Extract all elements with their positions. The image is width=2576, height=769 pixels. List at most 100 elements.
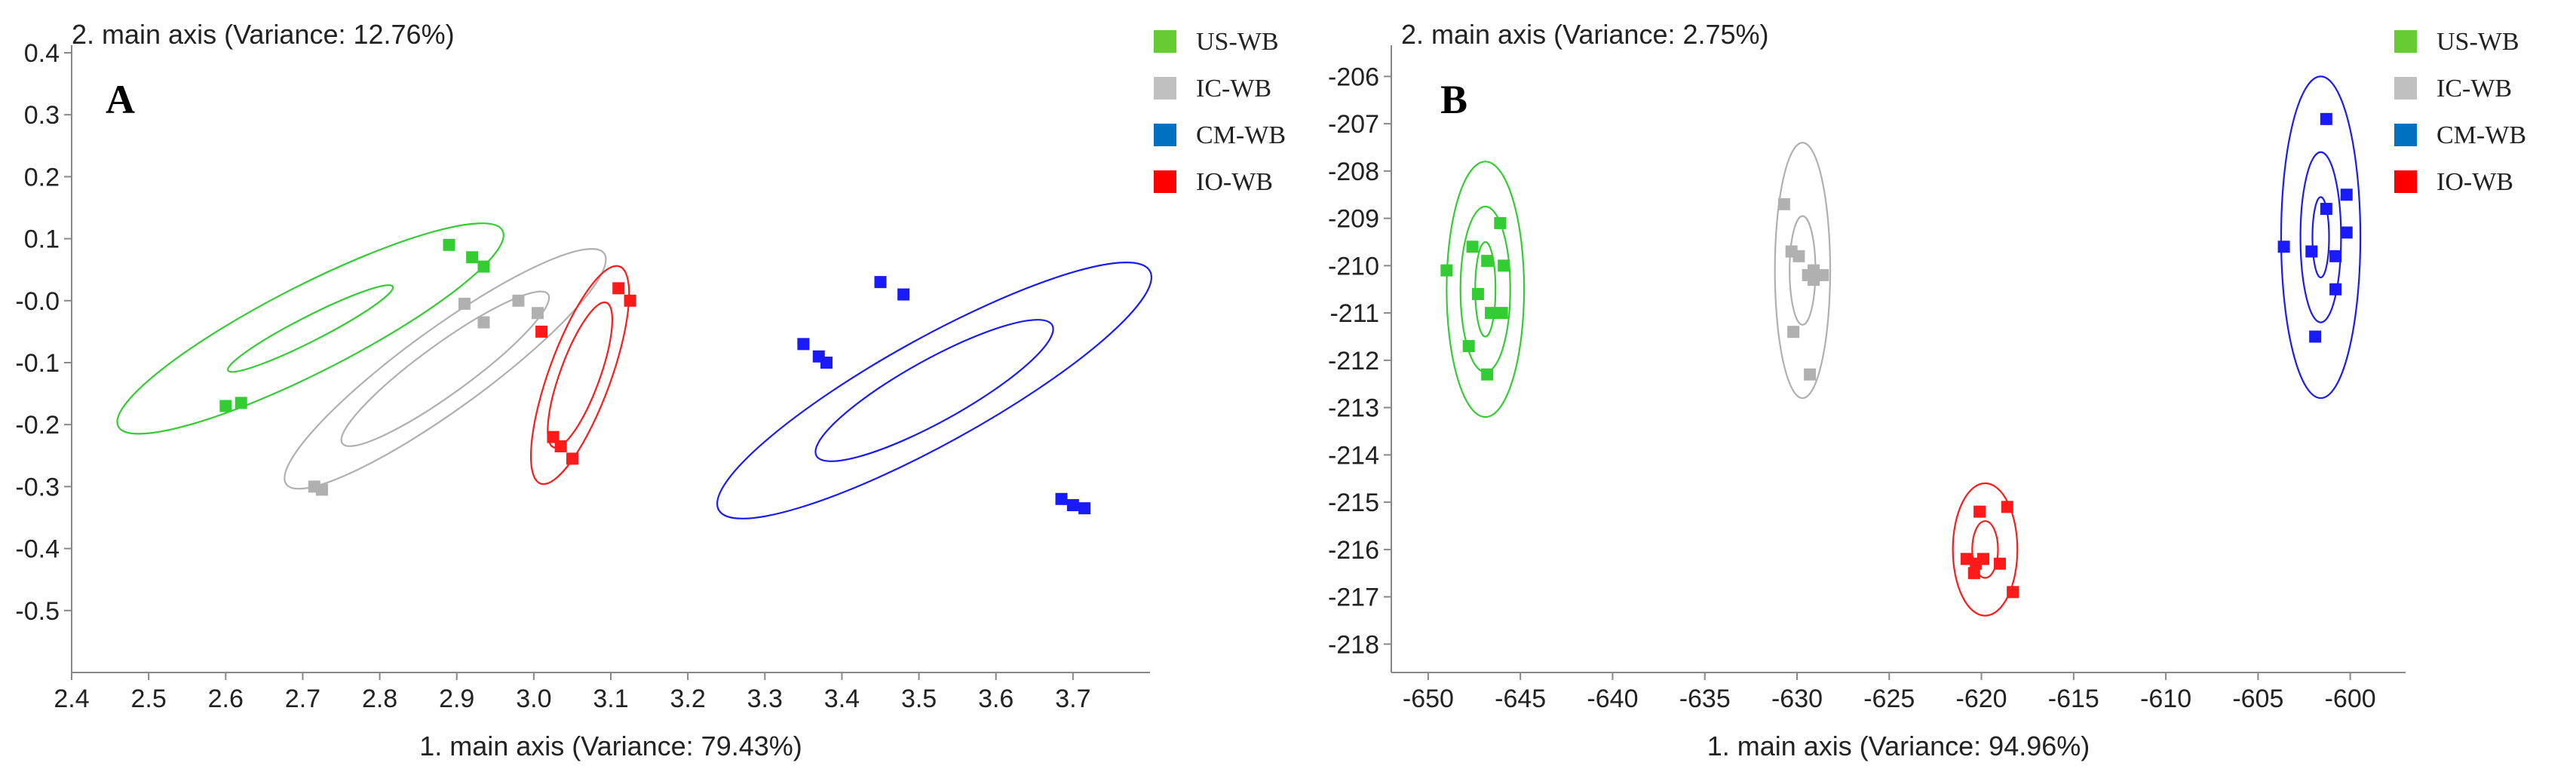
confidence-ellipse bbox=[716, 262, 1152, 519]
y-tick-label: -216 bbox=[1328, 536, 1379, 565]
confidence-ellipse bbox=[1774, 142, 1832, 400]
y-tick-label: -0.4 bbox=[15, 535, 60, 564]
confidence-ellipse bbox=[2299, 151, 2342, 323]
legend-swatch bbox=[2394, 30, 2417, 53]
x-tick-label: 3.7 bbox=[1055, 685, 1090, 713]
x-tick-label: 2.8 bbox=[362, 685, 397, 713]
data-point bbox=[1078, 502, 1091, 515]
legend-label: CM-WB bbox=[2436, 121, 2526, 149]
data-point bbox=[2340, 188, 2353, 201]
confidence-ellipse bbox=[1971, 520, 1999, 579]
data-point bbox=[1967, 567, 1980, 580]
data-point bbox=[458, 297, 471, 310]
y-tick-label: 0.1 bbox=[24, 225, 60, 254]
confidence-ellipse bbox=[116, 222, 504, 435]
data-point bbox=[1976, 553, 1989, 565]
data-point bbox=[2309, 330, 2322, 343]
chart-panel-b: -650 -645 -640 -635 -630 -625 -620 -615 -610 -605… bbox=[1328, 19, 2526, 761]
confidence-ellipse bbox=[227, 284, 394, 373]
y-tick-label: -213 bbox=[1328, 394, 1379, 423]
x-tick-label: -645 bbox=[1495, 685, 1546, 713]
data-point bbox=[547, 430, 560, 443]
x-axis-title: 1. main axis (Variance: 79.43%) bbox=[419, 731, 802, 761]
data-point bbox=[1973, 505, 1986, 518]
y-tick-label: -208 bbox=[1328, 158, 1379, 186]
data-point bbox=[1808, 274, 1820, 286]
confidence-ellipse bbox=[340, 290, 550, 447]
data-point bbox=[1792, 250, 1805, 262]
data-point bbox=[1804, 368, 1817, 381]
confidence-ellipse bbox=[1952, 482, 2019, 617]
data-point bbox=[1494, 216, 1507, 229]
legend: US-WB IC-WB CM-WB IO-WB bbox=[1154, 28, 1286, 196]
series-io-wb bbox=[1952, 482, 2019, 617]
series-ic-wb bbox=[284, 248, 607, 496]
x-tick-label: -650 bbox=[1403, 685, 1454, 713]
data-point bbox=[1481, 368, 1494, 381]
data-point bbox=[874, 276, 887, 289]
data-point bbox=[315, 483, 328, 496]
y-tick-label: -0.0 bbox=[15, 287, 60, 316]
y-tick-label: -212 bbox=[1328, 347, 1379, 375]
data-point bbox=[1466, 241, 1479, 253]
y-tick-label: -0.1 bbox=[15, 349, 60, 378]
data-point bbox=[566, 452, 578, 465]
data-point bbox=[2320, 203, 2332, 216]
legend-label: CM-WB bbox=[1196, 121, 1286, 149]
data-point bbox=[1055, 492, 1068, 505]
data-point bbox=[1481, 255, 1494, 268]
data-point bbox=[2329, 283, 2342, 296]
data-point bbox=[1495, 307, 1508, 320]
legend-label: IO-WB bbox=[1196, 168, 1273, 196]
data-point bbox=[477, 316, 490, 329]
y-tick-label: -215 bbox=[1328, 489, 1379, 517]
legend-swatch bbox=[1154, 30, 1176, 53]
y-tick-label: 0.2 bbox=[24, 163, 60, 191]
series-cm-wb bbox=[2277, 75, 2362, 400]
data-point bbox=[2320, 112, 2332, 125]
data-point bbox=[1485, 307, 1498, 320]
data-point bbox=[554, 440, 567, 452]
series-cm-wb bbox=[716, 262, 1152, 519]
y-tick-label: -214 bbox=[1328, 441, 1379, 470]
y-tick-label: -210 bbox=[1328, 252, 1379, 280]
data-point bbox=[1817, 268, 1829, 281]
confidence-ellipse bbox=[284, 248, 607, 490]
data-point bbox=[797, 338, 810, 351]
panel-label: A bbox=[106, 77, 135, 122]
data-point bbox=[1462, 340, 1475, 353]
y-tick-label: -206 bbox=[1328, 63, 1379, 91]
legend-label: IO-WB bbox=[2436, 168, 2513, 196]
x-tick-label: 3.1 bbox=[593, 685, 628, 713]
data-point bbox=[535, 325, 548, 338]
x-tick-label: 2.5 bbox=[131, 685, 167, 713]
y-tick-label: -217 bbox=[1328, 584, 1379, 612]
x-tick-label: 2.6 bbox=[208, 685, 244, 713]
data-point bbox=[235, 397, 247, 409]
x-tick-label: 3.2 bbox=[670, 685, 706, 713]
data-point bbox=[1787, 326, 1800, 339]
data-point bbox=[443, 238, 455, 251]
confidence-ellipse bbox=[2280, 75, 2362, 400]
legend-swatch bbox=[2394, 124, 2417, 146]
legend-swatch bbox=[2394, 77, 2417, 100]
confidence-ellipse bbox=[529, 265, 630, 486]
data-point bbox=[2277, 241, 2290, 253]
data-point bbox=[512, 294, 525, 307]
data-point bbox=[1440, 264, 1453, 277]
legend: US-WB IC-WB CM-WB IO-WB bbox=[2394, 28, 2526, 196]
x-tick-label: 3.5 bbox=[901, 685, 937, 713]
legend-swatch bbox=[1154, 77, 1176, 100]
x-tick-label: 3.6 bbox=[978, 685, 1014, 713]
series-us-wb bbox=[1440, 161, 1526, 418]
x-tick-label: -630 bbox=[1771, 685, 1823, 713]
y-tick-label: 0.4 bbox=[24, 39, 60, 68]
confidence-ellipse bbox=[547, 301, 614, 449]
legend-label: US-WB bbox=[2436, 28, 2519, 56]
data-point bbox=[531, 307, 544, 320]
x-tick-label: -620 bbox=[1956, 685, 2007, 713]
y-tick-label: -0.2 bbox=[15, 411, 60, 440]
x-tick-label: -610 bbox=[2140, 685, 2191, 713]
x-tick-label: 3.3 bbox=[747, 685, 783, 713]
